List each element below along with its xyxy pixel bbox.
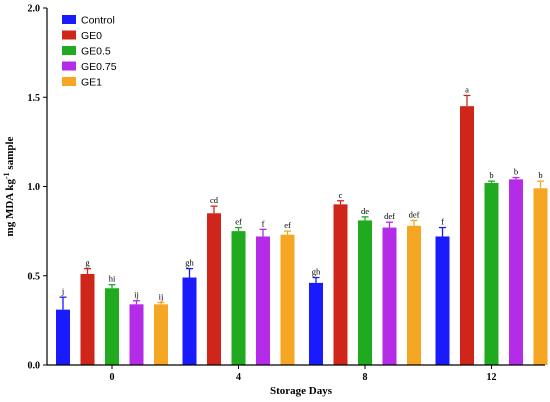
bar xyxy=(382,227,397,365)
y-tick-label: 1.0 xyxy=(28,182,41,193)
significance-labels: j g hi ij ij gh cd ef f ef gh c de def def f a b b b xyxy=(61,84,543,301)
x-tick-label: 12 xyxy=(487,372,497,383)
legend-swatch xyxy=(62,15,76,24)
significance-label: b xyxy=(514,167,518,177)
tick-labels: 0.0 0.5 1.0 1.5 2.0 0 4 8 12 xyxy=(28,4,497,384)
significance-label: f xyxy=(441,217,444,227)
legend-swatch xyxy=(62,77,76,86)
bar xyxy=(407,225,421,365)
bar xyxy=(280,234,295,365)
significance-label: gh xyxy=(185,258,194,268)
bar xyxy=(333,204,348,365)
y-tick-label: 0.5 xyxy=(28,271,41,282)
significance-label: def xyxy=(384,211,395,221)
y-tick-label: 0.0 xyxy=(28,361,41,372)
significance-label: b xyxy=(489,170,493,180)
bar xyxy=(484,182,499,365)
significance-label: cd xyxy=(210,195,219,205)
significance-label: ij xyxy=(159,292,164,302)
legend-label: GE0 xyxy=(81,30,102,42)
bar xyxy=(509,179,523,365)
legend-label: GE0.5 xyxy=(81,46,111,58)
bar xyxy=(154,304,168,365)
y-axis-title-superscript: -1 xyxy=(2,172,11,179)
bar xyxy=(256,236,270,365)
x-tick-label: 4 xyxy=(236,372,241,383)
significance-label: hi xyxy=(109,274,116,284)
x-axis-title: Storage Days xyxy=(270,385,333,397)
bar xyxy=(207,213,221,365)
bar xyxy=(182,277,197,365)
significance-label: gh xyxy=(312,267,321,277)
bar xyxy=(231,231,246,365)
y-axis-title: mg MDA kg-1 sample xyxy=(2,136,16,236)
significance-label: c xyxy=(339,190,343,200)
y-tick-label: 1.5 xyxy=(28,93,41,104)
bar xyxy=(129,304,144,365)
x-tick-label: 8 xyxy=(363,372,368,383)
bar xyxy=(56,309,70,365)
x-tick-label: 0 xyxy=(110,372,115,383)
significance-label: b xyxy=(538,170,542,180)
bar xyxy=(309,282,323,365)
significance-label: def xyxy=(409,209,420,219)
bar xyxy=(358,220,372,365)
y-axis-title-tail: sample xyxy=(4,136,16,172)
significance-label: a xyxy=(465,84,469,94)
y-axis-title-main: mg MDA kg xyxy=(4,178,16,236)
bar xyxy=(80,273,95,365)
legend-swatch xyxy=(62,61,76,71)
legend-swatch xyxy=(62,46,76,55)
bar xyxy=(460,106,474,366)
legend-label: Control xyxy=(81,15,115,27)
bar xyxy=(435,236,450,365)
significance-label: ef xyxy=(284,220,291,230)
legend-label: GE1 xyxy=(81,77,102,89)
bar xyxy=(105,288,119,365)
significance-label: ef xyxy=(235,217,242,227)
significance-label: j xyxy=(61,286,64,296)
bars-group xyxy=(56,94,548,366)
significance-label: de xyxy=(361,206,369,216)
legend-swatch xyxy=(62,30,76,40)
legend-label: GE0.75 xyxy=(81,61,117,73)
bar xyxy=(533,188,548,365)
significance-label: g xyxy=(85,258,90,268)
y-tick-label: 2.0 xyxy=(28,4,41,15)
significance-label: f xyxy=(262,218,265,228)
legend: Control GE0 GE0.5 GE0.75 GE1 xyxy=(62,15,117,89)
significance-label: ij xyxy=(134,290,139,300)
